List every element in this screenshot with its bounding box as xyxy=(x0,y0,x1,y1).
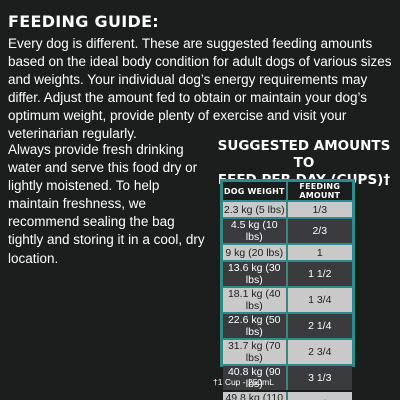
feeding-amount-cell: 3 1/3 xyxy=(287,366,352,390)
table-row: 13.6 kg (30 lbs) 1 1/2 xyxy=(223,262,352,286)
storage-paragraph: Always provide fresh drinking water and … xyxy=(8,142,205,266)
dog-weight-cell: 13.6 kg (30 lbs) xyxy=(223,262,288,286)
table-header-row: DOG WEIGHT FEEDING AMOUNT xyxy=(223,182,352,200)
feeding-amount-cell: 1/3 xyxy=(287,202,352,217)
feeding-amount-cell: 1 3/4 xyxy=(287,288,352,312)
feeding-amount-cell: 1 1/2 xyxy=(287,262,352,286)
cup-footnote: †1 Cup - 250mL xyxy=(213,377,274,387)
dog-weight-cell: 49.8 kg (110 lbs) xyxy=(223,392,288,400)
dog-weight-cell: 31.7 kg (70 lbs) xyxy=(223,340,288,364)
table-row: 2.3 kg (5 lbs) 1/3 xyxy=(223,202,352,217)
dog-weight-cell: 9 kg (20 lbs) xyxy=(223,245,288,260)
table-body: 2.3 kg (5 lbs) 1/3 4.5 kg (10 lbs) 2/3 9 kg … xyxy=(223,202,352,400)
feeding-amount-cell: 1 xyxy=(287,245,352,260)
feeding-amount-cell: 2 1/4 xyxy=(287,314,352,338)
feeding-table: DOG WEIGHT FEEDING AMOUNT 2.3 kg (5 lbs)… xyxy=(223,180,352,400)
table-row: 31.7 kg (70 lbs) 2 3/4 xyxy=(223,340,352,364)
table-row: 22.6 kg (50 lbs) 2 1/4 xyxy=(223,314,352,338)
table-row: 9 kg (20 lbs) 1 xyxy=(223,245,352,260)
header-dog-weight: DOG WEIGHT xyxy=(223,182,288,200)
intro-paragraph: Every dog is different. These are sugges… xyxy=(8,36,392,142)
feeding-amount-cell: 2 3/4 xyxy=(287,340,352,364)
table-heading-line-1: SUGGESTED AMOUNTS TO xyxy=(217,138,391,171)
dog-weight-cell: 22.6 kg (50 lbs) xyxy=(223,314,288,338)
dog-weight-cell: 4.5 kg (10 lbs) xyxy=(223,219,288,243)
dog-weight-cell: 40.8 kg (90 lbs) xyxy=(223,366,288,390)
feeding-amount-cell: 2/3 xyxy=(287,219,352,243)
dog-weight-cell: 2.3 kg (5 lbs) xyxy=(223,202,288,217)
table-row: 40.8 kg (90 lbs) 3 1/3 xyxy=(223,366,352,390)
feeding-guide-title: FEEDING GUIDE: xyxy=(8,12,160,31)
header-feeding-amount: FEEDING AMOUNT xyxy=(287,182,352,200)
table-row: 49.8 kg (110 lbs)3 3/4 xyxy=(223,392,352,400)
table-row: 4.5 kg (10 lbs) 2/3 xyxy=(223,219,352,243)
table-row: 18.1 kg (40 lbs) 1 3/4 xyxy=(223,288,352,312)
dog-weight-cell: 18.1 kg (40 lbs) xyxy=(223,288,288,312)
feeding-amount-cell: 3 3/4 xyxy=(287,392,352,400)
feeding-table-frame: DOG WEIGHT FEEDING AMOUNT 2.3 kg (5 lbs)… xyxy=(220,179,355,400)
